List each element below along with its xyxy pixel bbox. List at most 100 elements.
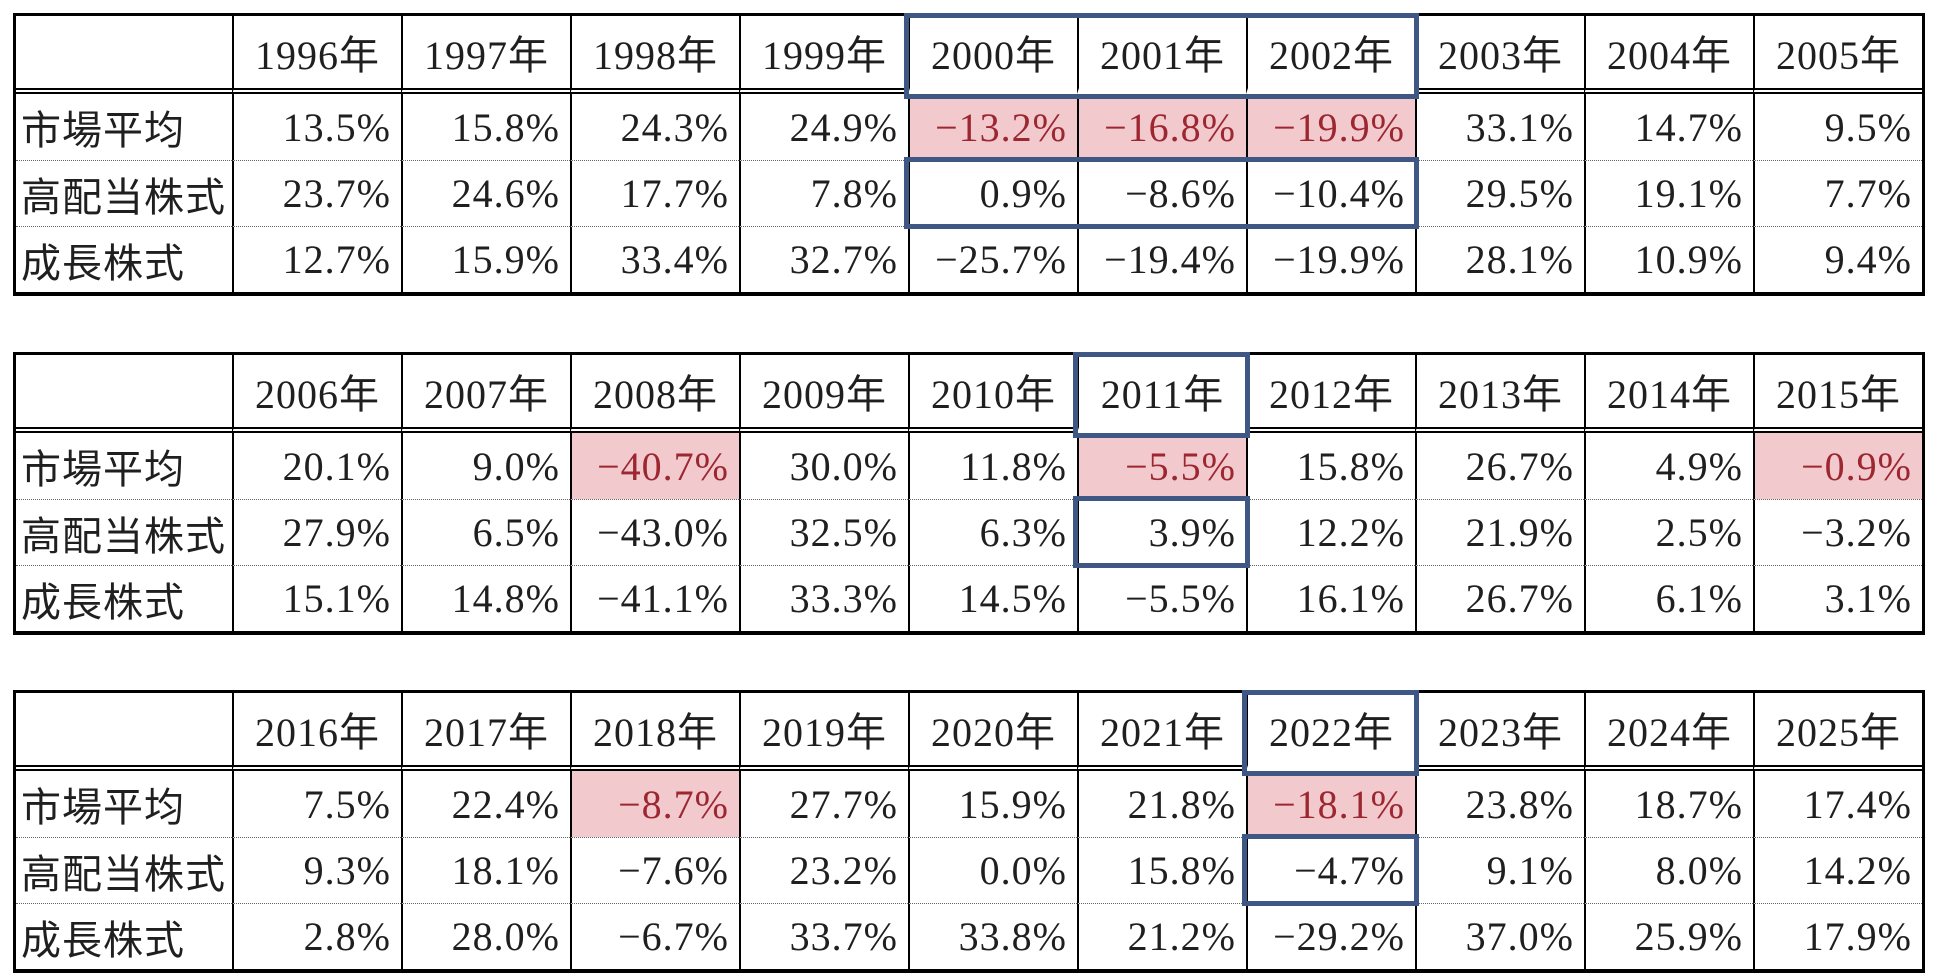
value-cell: −0.9% — [1753, 433, 1922, 499]
value-cell: −5.5% — [1077, 565, 1246, 631]
year-header: 2018年 — [570, 693, 739, 771]
year-header: 2017年 — [401, 693, 570, 771]
value-cell: 10.9% — [1584, 226, 1753, 292]
value-cell: −6.7% — [570, 903, 739, 969]
year-header: 2016年 — [232, 693, 401, 771]
year-header: 2025年 — [1753, 693, 1922, 771]
value-cell: −8.6% — [1077, 160, 1246, 226]
value-cell: 27.9% — [232, 499, 401, 565]
year-header: 1996年 — [232, 16, 401, 94]
year-header: 2023年 — [1415, 693, 1584, 771]
table-grid-1996-2005: 1996年 1997年 1998年 1999年 2000年 2001年 2002年 2003年… — [13, 13, 1925, 296]
year-header: 2024年 — [1584, 693, 1753, 771]
value-cell: 17.9% — [1753, 903, 1922, 969]
value-cell: 33.8% — [908, 903, 1077, 969]
value-cell: 26.7% — [1415, 565, 1584, 631]
value-cell: 7.5% — [232, 771, 401, 837]
value-cell: 11.8% — [908, 433, 1077, 499]
value-cell: 15.9% — [401, 226, 570, 292]
year-header: 2000年 — [908, 16, 1077, 94]
corner-cell — [16, 355, 232, 433]
value-cell: 22.4% — [401, 771, 570, 837]
year-header: 2019年 — [739, 693, 908, 771]
row-label: 市場平均 — [21, 785, 185, 830]
value-cell: 15.1% — [232, 565, 401, 631]
value-cell: 26.7% — [1415, 433, 1584, 499]
value-cell: 9.5% — [1753, 94, 1922, 160]
value-cell: 24.9% — [739, 94, 908, 160]
year-header: 2020年 — [908, 693, 1077, 771]
value-cell: 24.3% — [570, 94, 739, 160]
value-cell: 23.8% — [1415, 771, 1584, 837]
value-cell: −16.8% — [1077, 94, 1246, 160]
row-label: 成長株式 — [16, 565, 232, 631]
year-header: 2005年 — [1753, 16, 1922, 94]
year-header: 2008年 — [570, 355, 739, 433]
year-header: 2001年 — [1077, 16, 1246, 94]
value-cell: 32.5% — [739, 499, 908, 565]
value-cell: −10.4% — [1246, 160, 1415, 226]
value-cell: −8.7% — [570, 771, 739, 837]
value-cell: 37.0% — [1415, 903, 1584, 969]
value-cell: 16.1% — [1246, 565, 1415, 631]
value-cell: 6.3% — [908, 499, 1077, 565]
value-cell: 33.1% — [1415, 94, 1584, 160]
value-cell: −5.5% — [1077, 433, 1246, 499]
value-cell: 23.7% — [232, 160, 401, 226]
value-cell: 32.7% — [739, 226, 908, 292]
value-cell: 21.8% — [1077, 771, 1246, 837]
value-cell: −13.2% — [908, 94, 1077, 160]
value-cell: 24.6% — [401, 160, 570, 226]
row-label: 成長株式 — [16, 903, 232, 969]
row-label: 高配当株式 — [16, 499, 232, 565]
value-cell: 2.5% — [1584, 499, 1753, 565]
value-cell: 15.9% — [908, 771, 1077, 837]
returns-table-2016-2025: 2016年 2017年 2018年 2019年 2020年 2021年 2022年 2023年… — [13, 690, 1925, 973]
value-cell: −7.6% — [570, 837, 739, 903]
row-label: 市場平均 — [21, 108, 185, 153]
value-cell: 8.0% — [1584, 837, 1753, 903]
value-cell: −41.1% — [570, 565, 739, 631]
value-cell: 3.1% — [1753, 565, 1922, 631]
row-label: 高配当株式 — [16, 837, 232, 903]
year-header: 2015年 — [1753, 355, 1922, 433]
value-cell: 33.3% — [739, 565, 908, 631]
value-cell: 4.9% — [1584, 433, 1753, 499]
year-header: 2021年 — [1077, 693, 1246, 771]
year-header: 2003年 — [1415, 16, 1584, 94]
row-label: 成長株式 — [16, 226, 232, 292]
table-grid-2016-2025: 2016年 2017年 2018年 2019年 2020年 2021年 2022年 2023年… — [13, 690, 1925, 973]
year-header: 2009年 — [739, 355, 908, 433]
value-cell: 9.3% — [232, 837, 401, 903]
value-cell: −29.2% — [1246, 903, 1415, 969]
returns-table-1996-2005: 1996年 1997年 1998年 1999年 2000年 2001年 2002年 2003年… — [13, 13, 1925, 296]
value-cell: 14.2% — [1753, 837, 1922, 903]
value-cell: 30.0% — [739, 433, 908, 499]
row-label: 市場平均 — [21, 447, 185, 492]
value-cell: −3.2% — [1753, 499, 1922, 565]
value-cell: 0.9% — [908, 160, 1077, 226]
value-cell: 6.1% — [1584, 565, 1753, 631]
value-cell: 27.7% — [739, 771, 908, 837]
value-cell: 21.9% — [1415, 499, 1584, 565]
value-cell: −19.9% — [1246, 94, 1415, 160]
year-header: 2006年 — [232, 355, 401, 433]
year-header: 1998年 — [570, 16, 739, 94]
value-cell: 7.7% — [1753, 160, 1922, 226]
value-cell: 0.0% — [908, 837, 1077, 903]
year-header: 2014年 — [1584, 355, 1753, 433]
value-cell: 14.8% — [401, 565, 570, 631]
year-header: 1997年 — [401, 16, 570, 94]
value-cell: 25.9% — [1584, 903, 1753, 969]
value-cell: 33.4% — [570, 226, 739, 292]
value-cell: 13.5% — [232, 94, 401, 160]
value-cell: 9.0% — [401, 433, 570, 499]
value-cell: 2.8% — [232, 903, 401, 969]
value-cell: −4.7% — [1246, 837, 1415, 903]
table-grid-2006-2015: 2006年 2007年 2008年 2009年 2010年 2011年 2012年 2013年… — [13, 352, 1925, 635]
value-cell: 6.5% — [401, 499, 570, 565]
value-cell: 12.7% — [232, 226, 401, 292]
value-cell: 9.1% — [1415, 837, 1584, 903]
year-header: 2002年 — [1246, 16, 1415, 94]
value-cell: 3.9% — [1077, 499, 1246, 565]
